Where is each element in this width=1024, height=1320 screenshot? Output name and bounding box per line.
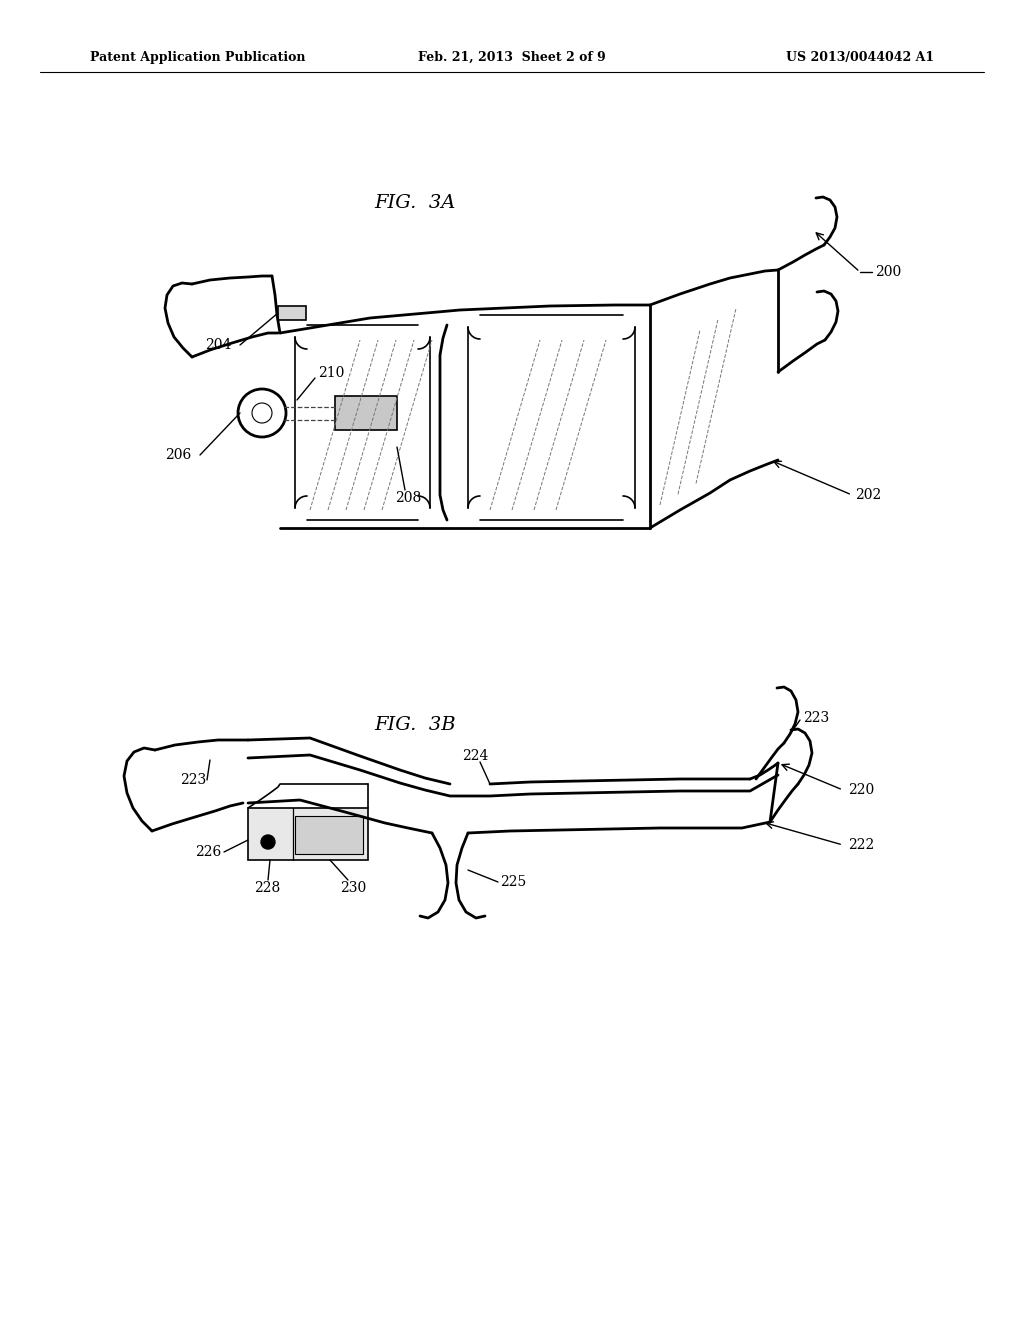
Bar — [295, 816, 362, 854]
Text: 202: 202 — [855, 488, 882, 502]
Text: 204: 204 — [205, 338, 231, 352]
Text: 208: 208 — [395, 491, 421, 506]
Circle shape — [261, 836, 275, 849]
Text: 230: 230 — [340, 880, 367, 895]
Text: 226: 226 — [195, 845, 221, 859]
Text: 225: 225 — [500, 875, 526, 888]
Text: 210: 210 — [318, 366, 344, 380]
Text: 228: 228 — [254, 880, 281, 895]
Text: 223: 223 — [180, 774, 206, 787]
Text: 200: 200 — [874, 265, 901, 279]
Text: 222: 222 — [848, 838, 874, 851]
Text: 223: 223 — [803, 711, 829, 725]
Text: 220: 220 — [848, 783, 874, 797]
Text: US 2013/0044042 A1: US 2013/0044042 A1 — [785, 50, 934, 63]
Bar — [278, 306, 306, 319]
Text: FIG.  3A: FIG. 3A — [375, 194, 456, 213]
Bar — [248, 808, 368, 861]
Text: Feb. 21, 2013  Sheet 2 of 9: Feb. 21, 2013 Sheet 2 of 9 — [418, 50, 606, 63]
Text: Patent Application Publication: Patent Application Publication — [90, 50, 305, 63]
Text: 224: 224 — [462, 748, 488, 763]
Text: FIG.  3B: FIG. 3B — [374, 715, 456, 734]
Bar — [335, 396, 397, 430]
Text: 206: 206 — [165, 447, 191, 462]
